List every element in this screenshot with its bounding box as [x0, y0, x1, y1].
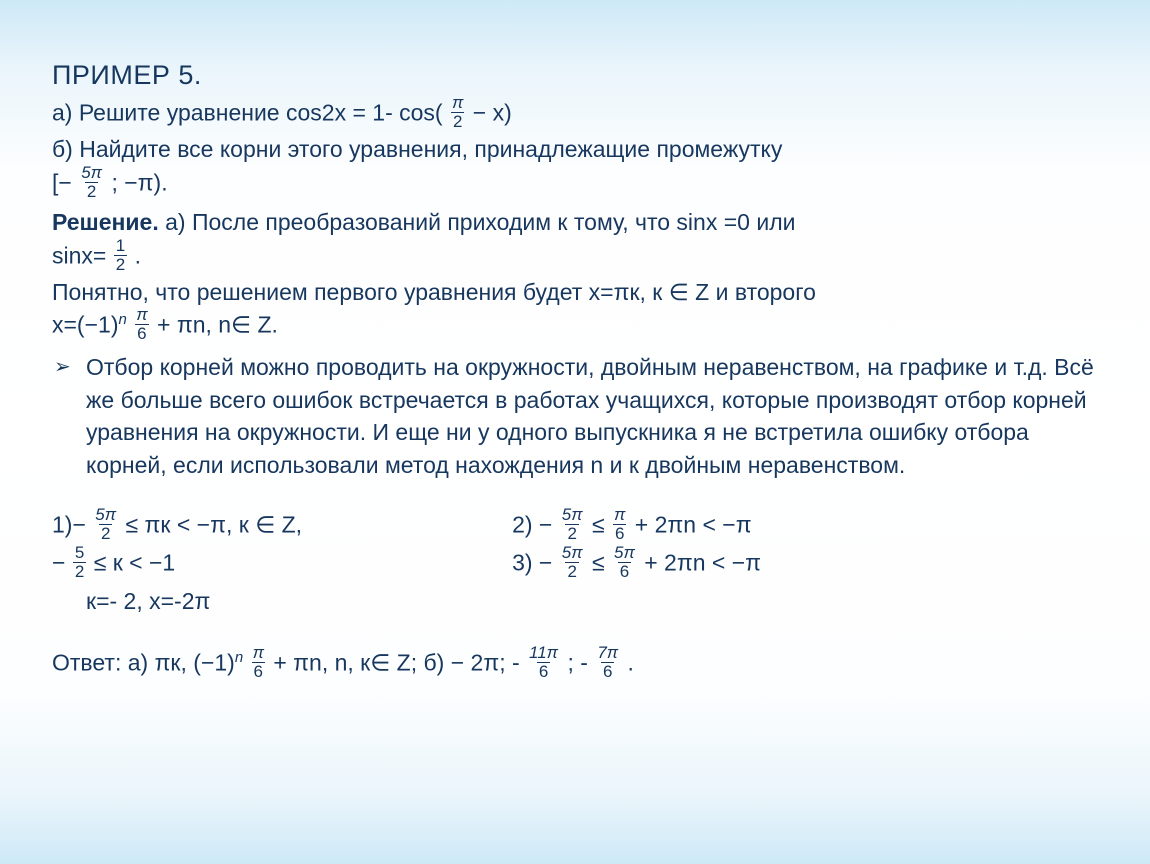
- sol-b2-post: + πn, n∈ Z.: [157, 312, 278, 338]
- sol-a2-post: .: [135, 242, 141, 268]
- solution-line4: x=(−1)n π 6 + πn, n∈ Z.: [52, 308, 1102, 345]
- c2-l1-fracA: 5π 2: [560, 506, 585, 543]
- problem-a-eq-right: − x): [473, 100, 512, 126]
- example-title: ПРИМЕР 5.: [52, 56, 1102, 94]
- solution-line3: Понятно, что решением первого уравнения …: [52, 276, 1102, 309]
- frac-den: 2: [99, 524, 112, 543]
- frac-num: π: [251, 644, 266, 662]
- col1-line3: к=- 2, x=-2π: [52, 585, 302, 618]
- frac-num: 5π: [560, 544, 585, 562]
- ans-sup: n: [235, 648, 243, 665]
- frac-den: 6: [537, 662, 550, 681]
- c1-l2-pre: −: [52, 550, 65, 576]
- frac-num: 1: [114, 237, 127, 255]
- ans-mid2: ; -: [567, 649, 594, 675]
- c2-l2-fracA: 5π 2: [560, 544, 585, 581]
- c1-l1-pre: 1)−: [52, 511, 86, 537]
- c1-l1-post: ≤ πк < −π, к ∈ Z,: [126, 511, 303, 537]
- ans-fracA: π 6: [251, 644, 266, 681]
- frac-den: 6: [135, 324, 148, 343]
- frac-num: 5π: [560, 506, 585, 524]
- frac-den: 6: [613, 524, 626, 543]
- frac-num: 5π: [93, 506, 118, 524]
- c2-l1-fracB: π 6: [612, 506, 627, 543]
- sol-a2-pre: sinx=: [52, 242, 106, 268]
- problem-a: а) Решите уравнение cos2x = 1- cos( π 2 …: [52, 96, 1102, 133]
- c2-l1-post: + 2πn < −π: [635, 511, 752, 537]
- col2-line2: 3) − 5π 2 ≤ 5π 6 + 2πn < −π: [512, 546, 761, 583]
- problem-b-interval: [− 5π 2 ; −π).: [52, 166, 1102, 203]
- frac-den: 6: [601, 662, 614, 681]
- c2-l1-pre: 2) −: [512, 511, 552, 537]
- interval-frac: 5π 2: [79, 164, 104, 201]
- frac-den: 2: [73, 562, 86, 581]
- answer: Ответ: а) πк, (−1)n π 6 + πn, n, к∈ Z; б…: [52, 646, 1102, 683]
- problem-b-line1: б) Найдите все корни этого уравнения, пр…: [52, 133, 1102, 166]
- note-block: ➢ Отбор корней можно проводить на окружн…: [52, 351, 1102, 482]
- sol-b2-sup: n: [118, 311, 126, 328]
- note-text: Отбор корней можно проводить на окружнос…: [86, 351, 1102, 482]
- chevron-icon: ➢: [52, 351, 86, 383]
- frac-den: 2: [85, 182, 98, 201]
- interval-close: ; −π).: [111, 169, 167, 195]
- frac-den: 6: [618, 562, 631, 581]
- frac-num: 5π: [79, 164, 104, 182]
- inequalities-col1: 1)− 5π 2 ≤ πк < −π, к ∈ Z, − 5 2 ≤ к < −…: [52, 508, 302, 620]
- problem-a-eq-left: cos2x = 1- cos(: [286, 100, 443, 126]
- sol-a2-frac: 1 2: [114, 237, 127, 274]
- c2-l2-fracB: 5π 6: [612, 544, 637, 581]
- c2-l2-mid: ≤: [592, 550, 611, 576]
- inequalities-col2: 2) − 5π 2 ≤ π 6 + 2πn < −π 3) − 5π 2 ≤ 5…: [512, 508, 761, 620]
- frac-den: 2: [451, 112, 464, 131]
- frac-num: π: [450, 94, 465, 112]
- c2-l2-pre: 3) −: [512, 550, 552, 576]
- col1-line2: − 5 2 ≤ к < −1: [52, 546, 302, 583]
- sol-b2-frac: π 6: [134, 306, 149, 343]
- frac-num: 11π: [527, 644, 560, 662]
- ans-fracC: 7π 6: [595, 644, 620, 681]
- c1-l1-frac: 5π 2: [93, 506, 118, 543]
- frac-num: 5π: [612, 544, 637, 562]
- interval-open: [−: [52, 169, 72, 195]
- solution-label: Решение.: [52, 209, 165, 235]
- col1-line1: 1)− 5π 2 ≤ πк < −π, к ∈ Z,: [52, 508, 302, 545]
- frac-den: 6: [252, 662, 265, 681]
- frac-den: 2: [565, 562, 578, 581]
- ans-fracB: 11π 6: [527, 644, 560, 681]
- ans-mid1: + πn, n, к∈ Z; б) − 2π; -: [273, 649, 526, 675]
- frac-num: π: [134, 306, 149, 324]
- c2-l2-post: + 2πn < −π: [644, 550, 761, 576]
- solution-a1: a) После преобразований приходим к тому,…: [165, 209, 795, 235]
- solution-line2: sinx= 1 2 .: [52, 239, 1102, 276]
- frac-num: 7π: [595, 644, 620, 662]
- inequalities: 1)− 5π 2 ≤ πк < −π, к ∈ Z, − 5 2 ≤ к < −…: [52, 508, 1102, 620]
- c2-l1-mid: ≤: [592, 511, 611, 537]
- sol-b2-pre: x=(−1): [52, 312, 118, 338]
- solution-line1: Решение. a) После преобразований приходи…: [52, 206, 1102, 239]
- problem-a-label: а) Решите уравнение: [52, 100, 286, 126]
- frac-num: π: [612, 506, 627, 524]
- ans-post: .: [628, 649, 634, 675]
- c1-l2-frac: 5 2: [73, 544, 86, 581]
- frac-num: 5: [73, 544, 86, 562]
- c1-l2-post: ≤ к < −1: [94, 550, 176, 576]
- frac-den: 2: [114, 255, 127, 274]
- problem-a-frac: π 2: [450, 94, 465, 131]
- ans-pre: Ответ: а) πк, (−1): [52, 649, 235, 675]
- col2-line1: 2) − 5π 2 ≤ π 6 + 2πn < −π: [512, 508, 761, 545]
- frac-den: 2: [565, 524, 578, 543]
